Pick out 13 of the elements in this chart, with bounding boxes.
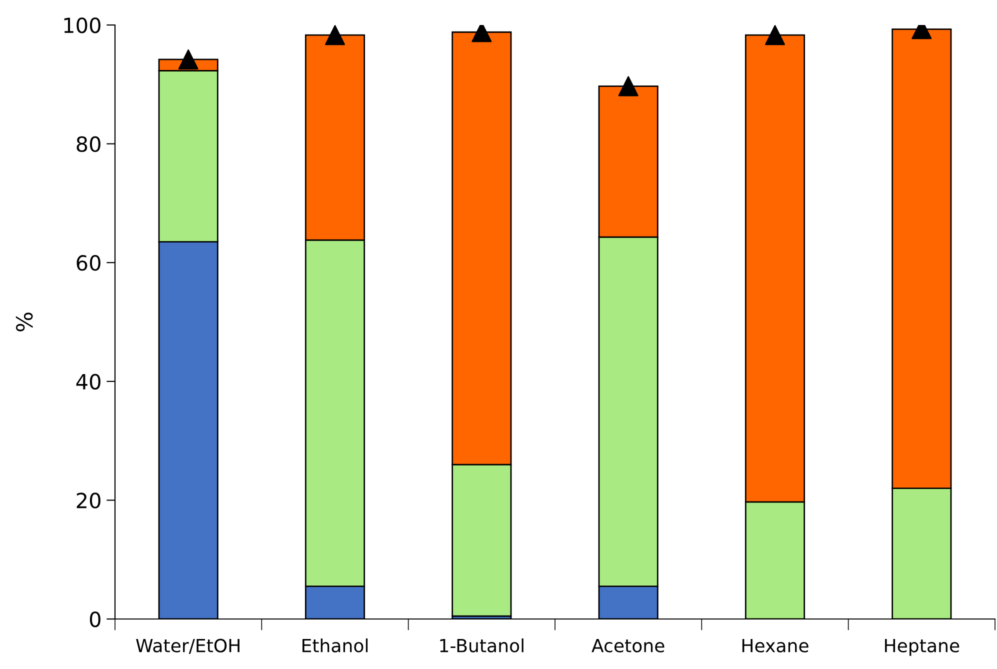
y-tick-label: 0 — [90, 611, 100, 628]
x-tick-label: Acetone — [592, 639, 664, 652]
x-tick-label: Heptane — [885, 639, 960, 656]
y-tick-label: 60 — [76, 255, 100, 271]
x-tick-label: Water/EtOH — [136, 638, 240, 654]
x-tick-label: Ethanol — [302, 638, 368, 652]
y-tick-label: 20 — [76, 492, 100, 508]
x-tick-label: Hexane — [742, 639, 808, 652]
x-tick-label: 1-Butanol — [440, 638, 524, 652]
y-tick-label: 100 — [64, 17, 100, 34]
y-tick-label: 40 — [76, 374, 100, 390]
y-tick-label: 80 — [76, 136, 100, 152]
y-axis-title: % — [16, 312, 33, 332]
